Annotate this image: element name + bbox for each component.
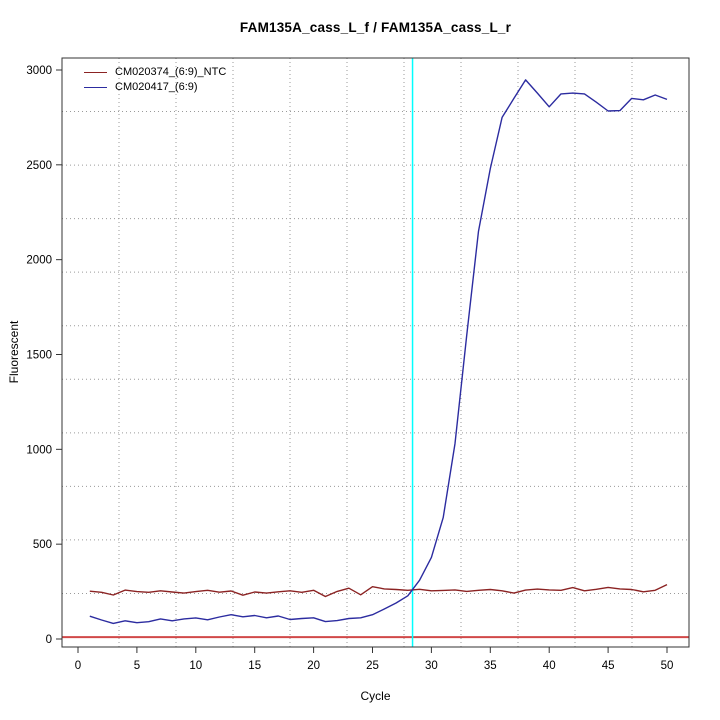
y-tick-label: 3000 — [26, 65, 52, 77]
legend-item-sample: CM020417_(6:9) — [84, 80, 226, 95]
axis-ticks — [56, 69, 668, 653]
legend: CM020374_(6:9)_NTC CM020417_(6:9) — [84, 65, 226, 95]
annotation-lines — [62, 58, 689, 647]
x-tick-label: 10 — [189, 660, 202, 672]
x-tick-label: 15 — [248, 660, 261, 672]
y-tick-label: 1000 — [26, 444, 52, 456]
y-tick-label: 2000 — [26, 255, 52, 267]
y-tick-label: 2500 — [26, 160, 52, 172]
y-tick-label: 0 — [46, 634, 52, 646]
axis-tick-labels: 0 5 10 15 20 25 30 35 40 45 5005001000150020002500… — [26, 65, 673, 672]
y-tick-label: 500 — [33, 539, 52, 551]
legend-line-swatch-ntc — [84, 72, 107, 73]
x-tick-label: 35 — [484, 660, 497, 672]
legend-line-swatch-sample — [84, 87, 107, 88]
x-tick-label: 20 — [307, 660, 320, 672]
data-series — [89, 79, 668, 625]
legend-item-ntc: CM020374_(6:9)_NTC — [84, 65, 226, 80]
ntc-curve — [89, 583, 668, 598]
x-tick-label: 0 — [75, 660, 81, 672]
plot-border — [61, 57, 690, 648]
x-tick-label: 25 — [366, 660, 379, 672]
amplification-curve — [89, 79, 668, 625]
x-tick-label: 5 — [134, 660, 140, 672]
y-tick-label: 1500 — [26, 349, 52, 361]
grid-lines — [62, 58, 689, 647]
legend-label-sample: CM020417_(6:9) — [115, 81, 198, 93]
x-tick-label: 30 — [425, 660, 438, 672]
x-axis-title: Cycle — [360, 689, 391, 703]
x-tick-label: 50 — [661, 660, 674, 672]
y-axis-title: Fluorescent — [7, 320, 21, 384]
chart-title: FAM135A_cass_L_f / FAM135A_cass_L_r — [239, 20, 512, 35]
x-tick-label: 45 — [602, 660, 615, 672]
x-tick-label: 40 — [543, 660, 556, 672]
legend-label-ntc: CM020374_(6:9)_NTC — [115, 66, 227, 78]
